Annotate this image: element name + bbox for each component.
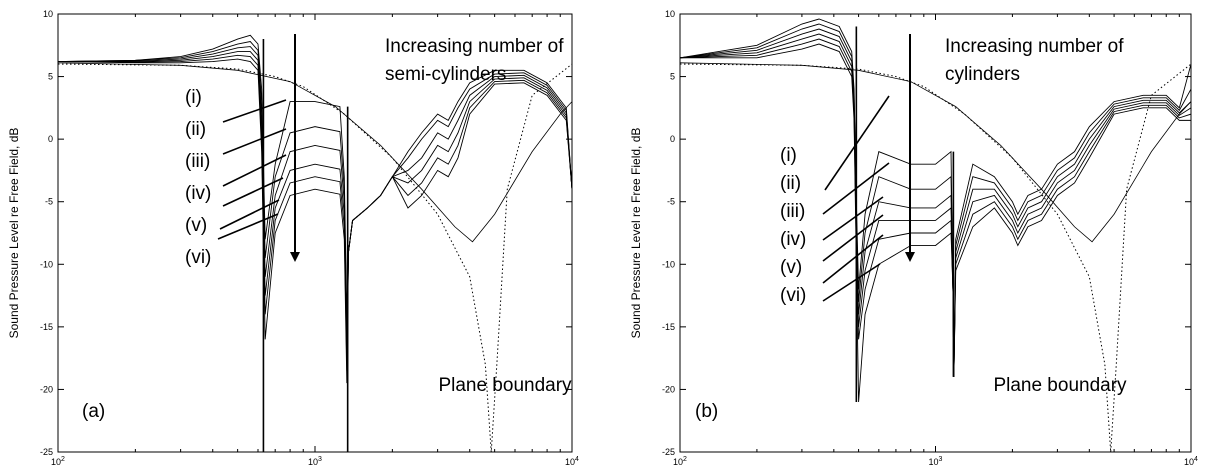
y-tick-label: 5 xyxy=(48,72,53,82)
y-tick-label: -20 xyxy=(40,384,53,394)
series-leader-line xyxy=(217,213,279,240)
y-axis-label: Sound Pressure Level re Free Field, dB xyxy=(7,128,21,339)
y-tick-label: -15 xyxy=(40,322,53,332)
series-label: (i) xyxy=(185,87,202,108)
y-tick-label: 10 xyxy=(665,9,675,19)
series-line-4 xyxy=(58,51,572,359)
series-label: (ii) xyxy=(185,119,206,140)
y-axis-label: Sound Pressure Level re Free Field, dB xyxy=(629,128,643,339)
trend-arrow-head xyxy=(290,252,300,262)
reference-curve xyxy=(680,62,1191,243)
series-leader-line xyxy=(822,234,884,284)
series-line-2 xyxy=(58,41,572,334)
y-tick-label: -5 xyxy=(45,197,53,207)
y-tick-label: -5 xyxy=(667,197,675,207)
series-label: (ii) xyxy=(780,173,801,194)
y-tick-label: 10 xyxy=(43,9,53,19)
series-line-6 xyxy=(680,43,1191,402)
series-leader-line xyxy=(822,196,884,241)
series-label: (iii) xyxy=(185,151,210,172)
series-line-2 xyxy=(680,23,1191,377)
plane-boundary-curve xyxy=(680,63,1191,452)
series-label: (i) xyxy=(780,145,797,166)
series-leader-line xyxy=(822,263,881,302)
series-leader-line xyxy=(222,177,284,207)
series-label: (iv) xyxy=(185,183,211,204)
series-label: (vi) xyxy=(780,285,806,306)
x-tick-label: 103 xyxy=(308,456,322,467)
y-tick-label: 0 xyxy=(48,134,53,144)
x-tick-label: 104 xyxy=(565,456,579,467)
series-leader-line xyxy=(822,162,890,215)
series-line-1 xyxy=(680,18,1191,377)
trend-arrow-head xyxy=(905,252,915,262)
series-line-3 xyxy=(58,46,572,346)
x-tick-label: 102 xyxy=(51,456,65,467)
series-leader-line xyxy=(222,99,287,123)
series-leader-line xyxy=(824,95,890,191)
reference-curve xyxy=(58,62,572,243)
series-label: (vi) xyxy=(185,247,211,268)
plane-boundary-label: Plane boundary xyxy=(438,375,572,396)
panel-label: (b) xyxy=(695,401,718,422)
x-tick-label: 102 xyxy=(673,456,687,467)
panel-label: (a) xyxy=(82,401,105,422)
series-leader-line xyxy=(822,214,884,262)
x-tick-label: 104 xyxy=(1184,456,1198,467)
series-line-6 xyxy=(58,58,572,384)
series-label: (iv) xyxy=(780,229,806,250)
series-line-5 xyxy=(58,54,572,371)
x-tick-label: 103 xyxy=(929,456,943,467)
y-tick-label: -20 xyxy=(662,384,675,394)
annotation-line-1: Increasing number of xyxy=(945,36,1124,57)
series-line-3 xyxy=(680,28,1191,377)
series-leader-line xyxy=(219,199,280,230)
annotation-line-2: cylinders xyxy=(945,64,1020,85)
series-label: (v) xyxy=(185,215,207,236)
annotation-line-1: Increasing number of xyxy=(385,36,564,57)
y-tick-label: 0 xyxy=(670,134,675,144)
series-leader-line xyxy=(222,154,287,187)
series-line-4 xyxy=(680,33,1191,377)
annotation-line-2: semi-cylinders xyxy=(385,64,506,85)
plane-boundary-curve xyxy=(58,63,572,452)
y-tick-label: -10 xyxy=(40,259,53,269)
series-leader-line xyxy=(222,128,287,155)
series-label: (iii) xyxy=(780,201,805,222)
plot-area xyxy=(680,18,1191,452)
y-tick-label: 5 xyxy=(670,72,675,82)
y-tick-label: -15 xyxy=(662,322,675,332)
y-tick-label: -25 xyxy=(662,447,675,457)
y-tick-label: -10 xyxy=(662,259,675,269)
series-label: (v) xyxy=(780,257,802,278)
y-tick-label: -25 xyxy=(40,447,53,457)
plane-boundary-label: Plane boundary xyxy=(993,375,1127,396)
